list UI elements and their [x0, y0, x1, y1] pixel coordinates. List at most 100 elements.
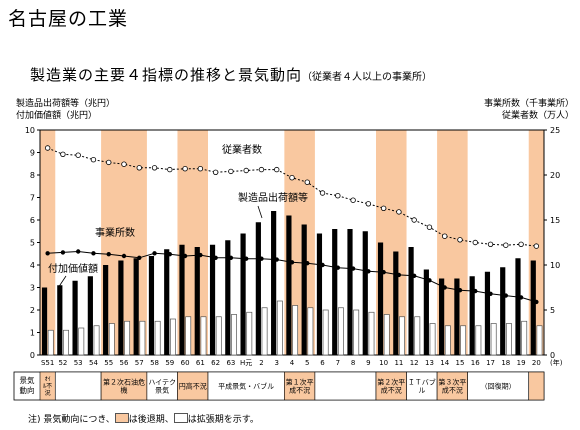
cycle-label: 第２次平: [377, 378, 405, 387]
bar-shipments: [87, 276, 93, 355]
point-establishments: [366, 269, 371, 274]
point-employees: [75, 152, 81, 158]
cycle-label: 成不況: [442, 386, 463, 395]
bar-value-added: [215, 316, 222, 356]
bar-value-added: [307, 307, 314, 356]
cycle-cell: [406, 371, 438, 401]
point-employees: [212, 169, 219, 175]
bar-shipments: [41, 287, 48, 355]
category-label: 60: [181, 359, 190, 367]
cycle-cell: [528, 371, 545, 401]
point-establishments: [427, 278, 432, 283]
category-label: 3: [274, 359, 278, 367]
point-establishments: [213, 255, 218, 260]
bar-value-added: [337, 307, 344, 356]
bar-value-added: [78, 327, 85, 356]
point-establishments: [396, 272, 402, 278]
category-label: H元: [240, 359, 252, 367]
point-establishments: [274, 257, 279, 262]
bar-value-added: [47, 329, 54, 356]
bar-shipments: [500, 267, 506, 355]
category-label: S51: [41, 359, 54, 367]
cycle-label: 景気: [155, 386, 169, 395]
right-tick-label: 20: [550, 171, 560, 180]
cycle-label: ﾙ不: [43, 383, 52, 390]
bar-shipments: [118, 260, 124, 355]
category-label: 12: [410, 359, 419, 367]
bar-shipments: [271, 211, 277, 355]
right-tick-label: 0: [550, 351, 555, 360]
recession-swatch: [114, 413, 129, 423]
right-tick-label: 10: [550, 261, 560, 270]
left-tick-label: 9: [30, 149, 35, 158]
point-employees: [350, 197, 356, 203]
point-employees: [503, 242, 509, 248]
cycle-row-label: 動向: [20, 385, 35, 395]
point-establishments: [381, 270, 386, 275]
point-establishments: [518, 295, 524, 300]
point-establishments: [198, 252, 203, 258]
bar-shipments: [148, 256, 155, 355]
bar-value-added: [93, 325, 100, 356]
footnote-prefix: 注) 景気動向につき、: [28, 415, 115, 425]
category-label: 20: [532, 359, 541, 367]
point-employees: [228, 168, 234, 175]
left-tick-label: 8: [30, 171, 35, 180]
right-axis-title-2: 従業者数（万人）: [501, 111, 574, 121]
bar-shipments: [454, 278, 460, 355]
footnote-expansion: は拡張期を示す。: [187, 415, 259, 425]
point-employees: [380, 205, 387, 211]
point-employees: [243, 167, 249, 174]
category-label: 62: [211, 359, 220, 367]
point-establishments: [473, 288, 478, 294]
series-annotation: 付加価値額: [48, 262, 98, 275]
category-label: 63: [226, 359, 235, 367]
leader-line: [57, 275, 67, 289]
cycle-label: 成不況: [289, 386, 310, 395]
left-tick-label: 0: [30, 351, 35, 360]
bar-shipments: [133, 258, 139, 355]
cycle-label: 円高不況: [179, 382, 207, 391]
bar-shipments: [484, 271, 491, 355]
cycle-label: ハイテク: [148, 379, 176, 387]
bar-shipments: [347, 229, 353, 355]
point-employees: [319, 190, 326, 196]
point-employees: [90, 156, 97, 163]
bar-value-added: [505, 323, 512, 356]
bar-shipments: [515, 258, 521, 355]
bar-shipments: [194, 247, 200, 355]
point-establishments: [137, 255, 142, 260]
point-employees: [197, 165, 204, 172]
year-unit-label: (年): [550, 358, 563, 367]
cycle-label: 成不況: [381, 386, 402, 395]
point-employees: [136, 165, 142, 171]
expansion-swatch: [173, 413, 188, 423]
cycle-cell: [207, 371, 285, 401]
axes: 0 1 2 3 4 5 6 7 8 9 10 0 5 10 15 20 25: [25, 126, 560, 360]
category-label: 19: [517, 359, 526, 367]
point-establishments: [45, 251, 50, 256]
bar-value-added: [200, 316, 207, 356]
point-establishments: [289, 260, 295, 265]
cycle-label: 平成景気・バブル: [218, 382, 274, 391]
cycle-label: 況: [45, 389, 51, 397]
series-annotation: 製造品出荷額等: [238, 191, 308, 204]
point-employees: [151, 165, 158, 171]
category-label: 9: [366, 359, 370, 367]
cycle-cell: [54, 371, 102, 401]
category-label: 4: [290, 359, 295, 367]
category-label: 17: [486, 359, 495, 367]
bar-value-added: [399, 316, 405, 356]
point-employees: [487, 241, 494, 247]
point-establishments: [305, 261, 310, 266]
point-establishments: [243, 256, 249, 261]
right-axis-title: 事業所数（千事業所） 従業者数（万人）: [484, 98, 574, 122]
right-axis-title-1: 事業所数（千事業所）: [483, 99, 574, 109]
point-employees: [167, 166, 173, 173]
left-tick-label: 4: [30, 261, 35, 270]
page-title: 名古屋の工業: [8, 8, 129, 30]
point-establishments: [228, 255, 234, 260]
cycle-label: ル: [418, 387, 425, 395]
left-axis-title-1: 製造品出荷額等（兆円）: [16, 99, 116, 109]
